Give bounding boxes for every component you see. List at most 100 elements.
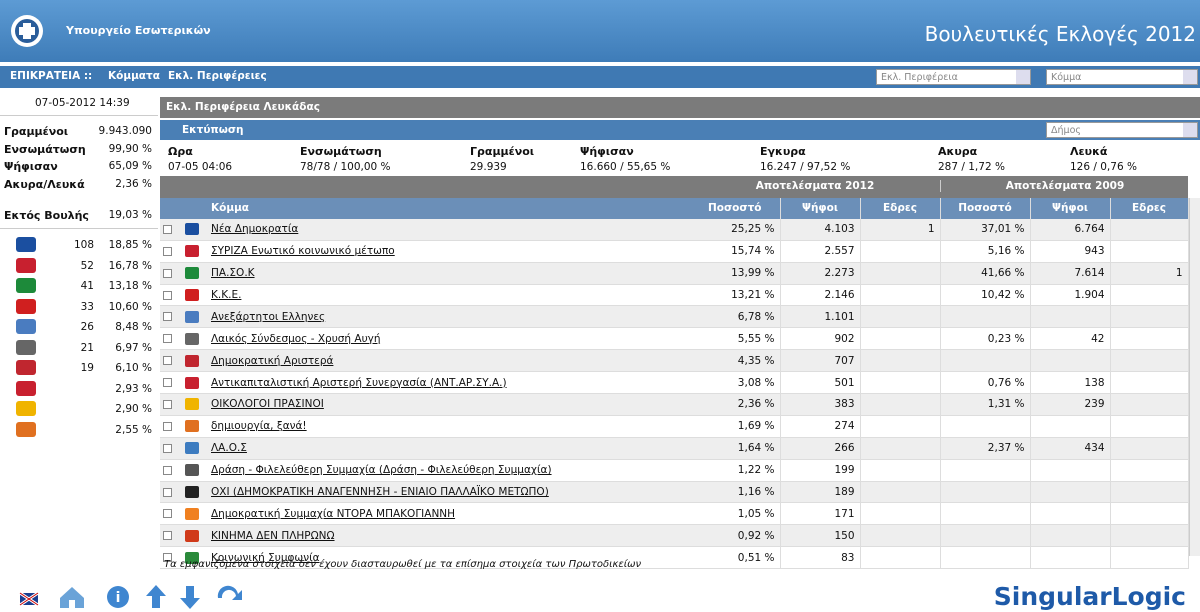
- result-value: [1110, 437, 1189, 460]
- result-value: [940, 349, 1031, 373]
- select[interactable]: Εκλ. Περιφέρεια: [876, 69, 1031, 85]
- party-link[interactable]: Δράση - Φιλελεύθερη Συμμαχία (Δράση - Φι…: [211, 464, 552, 477]
- expand-icon[interactable]: [163, 268, 172, 278]
- party-link[interactable]: ΟΙΚΟΛΟΓΟΙ ΠΡΑΣΙΝΟΙ: [211, 398, 324, 411]
- value: 4,35 %: [737, 354, 775, 367]
- expand[interactable]: [160, 415, 178, 438]
- party-link[interactable]: Ανεξάρτητοι Ελληνες: [211, 310, 326, 323]
- party-link[interactable]: δημιουργία, ξανά!: [211, 420, 307, 433]
- svg-text:i: i: [116, 590, 121, 606]
- party-logo: [185, 354, 199, 367]
- result-value: [1030, 524, 1111, 548]
- party-link[interactable]: ΛΑ.Ο.Σ: [211, 442, 247, 455]
- select[interactable]: Κόμμα: [1046, 69, 1198, 85]
- party-logo: [185, 332, 199, 345]
- nav-item[interactable]: Εκλ. Περιφέρειες: [168, 70, 267, 82]
- stat-label: Γραμμένοι: [4, 125, 69, 138]
- expand-icon[interactable]: [163, 443, 172, 453]
- result-value: 15,74 %: [690, 240, 781, 263]
- party-link[interactable]: ΠΑ.ΣΟ.Κ: [211, 267, 255, 280]
- summary-value: 16.247 / 97,52 %: [760, 161, 851, 173]
- result-value: [860, 415, 941, 438]
- expand[interactable]: [160, 481, 178, 504]
- result-value: [1030, 481, 1111, 504]
- result-value: [860, 371, 941, 395]
- nav-item[interactable]: Κόμματα: [108, 70, 160, 82]
- expand-icon[interactable]: [163, 334, 172, 344]
- expand-icon[interactable]: [163, 356, 172, 366]
- expand-icon[interactable]: [163, 246, 172, 256]
- party-link[interactable]: Κοινωνική Συμφωνία: [211, 551, 320, 564]
- expand[interactable]: [160, 262, 178, 285]
- expand[interactable]: [160, 305, 178, 329]
- expand[interactable]: [160, 240, 178, 263]
- result-value: [1030, 415, 1111, 438]
- party-link[interactable]: ΚΙΝΗΜΑ ΔΕΝ ΠΛΗΡΩΝΩ: [211, 529, 335, 542]
- party-name: ΣΥΡΙΖΑ Ενωτικό κοινωνικό μέτωπο: [206, 240, 690, 263]
- expand[interactable]: [160, 393, 178, 416]
- expand-icon[interactable]: [163, 312, 172, 322]
- result-value: 2.146: [780, 284, 861, 307]
- expand[interactable]: [160, 371, 178, 395]
- expand[interactable]: [160, 546, 178, 570]
- nav-item[interactable]: ΕΠΙΚΡΑΤΕΙΑ ::: [10, 70, 93, 82]
- group: Αποτελέσματα 2012: [755, 180, 875, 192]
- expand-icon[interactable]: [163, 378, 172, 388]
- expand[interactable]: [160, 284, 178, 307]
- column-name: Εδρες: [1110, 198, 1189, 219]
- column-header: Κόμμα Ποσοστό Ψήφοι Εδρες Ποσοστό Ψήφοι Εδρες: [160, 198, 1189, 219]
- result-value: 2.273: [780, 262, 861, 285]
- result-value: 4,35 %: [690, 349, 781, 373]
- select[interactable]: Δήμος: [1046, 122, 1198, 138]
- result-value: [1030, 305, 1111, 329]
- value: 943: [1084, 245, 1105, 258]
- expand[interactable]: [160, 437, 178, 460]
- result-value: [940, 502, 1031, 526]
- party-link[interactable]: Αντικαπιταλιστική Αριστερή Συνεργασία (Α…: [211, 376, 507, 389]
- party-link[interactable]: Δημοκρατική Αριστερά: [211, 354, 334, 367]
- expand-icon[interactable]: [163, 509, 172, 519]
- party-logo: [16, 319, 36, 334]
- party-name: Κ.Κ.Ε.: [206, 284, 690, 307]
- party-link[interactable]: Δημοκρατική Συμμαχία ΝΤΟΡΑ ΜΠΑΚΟΓΙΑΝΝΗ: [211, 507, 456, 520]
- result-value: [1110, 502, 1189, 526]
- value: 25,25 %: [731, 223, 775, 236]
- result-value: [940, 305, 1031, 329]
- party-logo: [16, 380, 36, 396]
- party-name: Δημοκρατική Αριστερά: [206, 349, 690, 373]
- expand-icon[interactable]: [163, 399, 172, 409]
- party-link[interactable]: Λαικός Σύνδεσμος - Χρυσή Αυγή: [211, 332, 381, 345]
- party-link[interactable]: Νέα Δημοκρατία: [211, 223, 299, 236]
- result-value: [860, 437, 941, 460]
- result-value: [1110, 393, 1189, 416]
- value: 171: [834, 507, 855, 520]
- logo-cell: [178, 371, 206, 395]
- party-link[interactable]: Κ.Κ.Ε.: [211, 289, 242, 301]
- expand-icon[interactable]: [163, 465, 172, 475]
- expand-icon[interactable]: [163, 553, 172, 563]
- result-value: 943: [1030, 240, 1111, 263]
- expand[interactable]: [160, 459, 178, 482]
- party-link[interactable]: ΣΥΡΙΖΑ Ενωτικό κοινωνικό μέτωπο: [211, 245, 395, 258]
- value: 1,69 %: [737, 420, 775, 433]
- value: 13,99 %: [731, 267, 775, 280]
- expand[interactable]: [160, 349, 178, 373]
- expand-icon[interactable]: [163, 224, 172, 234]
- expand-icon[interactable]: [163, 531, 172, 541]
- expand-icon[interactable]: [163, 487, 172, 497]
- expand[interactable]: [160, 524, 178, 548]
- expand-icon[interactable]: [163, 290, 172, 300]
- result-row: Κοινωνική Συμφωνία 0,51 % 83: [160, 546, 1189, 570]
- expand[interactable]: [160, 502, 178, 526]
- expand[interactable]: [160, 327, 178, 351]
- party-name: Δημοκρατική Συμμαχία ΝΤΟΡΑ ΜΠΑΚΟΓΙΑΝΝΗ: [206, 502, 690, 526]
- party-seats: 41: [80, 280, 94, 292]
- print[interactable]: Εκτύπωση: [182, 124, 244, 136]
- result-value: 41,66 %: [940, 262, 1031, 285]
- expand[interactable]: [160, 218, 178, 241]
- party-name: Αντικαπιταλιστική Αριστερή Συνεργασία (Α…: [206, 371, 690, 395]
- summary-value: 07-05 04:06: [168, 161, 233, 173]
- value: 0,92 %: [737, 529, 775, 542]
- party-link[interactable]: ΟΧΙ (ΔΗΜΟΚΡΑΤΙΚΗ ΑΝΑΓΕΝΝΗΣΗ - ΕΝΙΑΙΟ ΠΑΛ…: [211, 486, 549, 499]
- expand-icon[interactable]: [163, 421, 172, 431]
